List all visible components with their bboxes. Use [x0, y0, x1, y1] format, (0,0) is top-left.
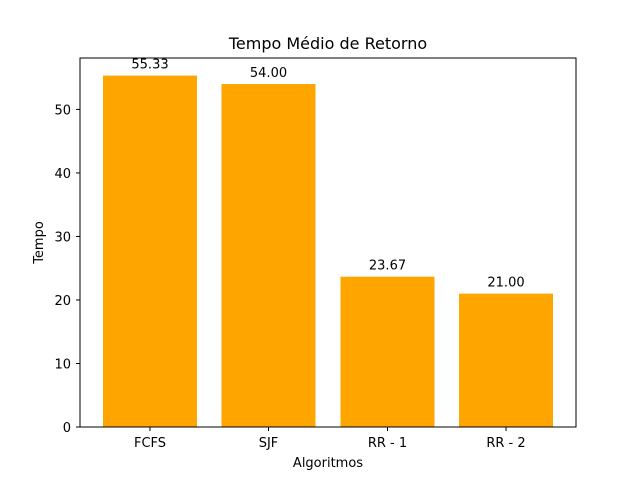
y-tick-label: 40 — [54, 167, 71, 182]
plot-frame — [79, 57, 577, 428]
y-tick-label: 0 — [63, 421, 71, 436]
chart-title: Tempo Médio de Retorno — [228, 34, 427, 53]
x-tick-label: SJF — [259, 436, 279, 451]
y-tick-label: 20 — [54, 294, 71, 309]
x-axis-label: Algoritmos — [293, 456, 363, 471]
y-axis: 0 10 20 30 40 50 — [54, 103, 80, 436]
x-tick-label: FCFS — [134, 436, 166, 451]
data-label: 23.67 — [369, 259, 406, 274]
bar-rr-2 — [459, 293, 553, 427]
data-label: 55.33 — [131, 58, 168, 73]
bar-sjf — [221, 84, 316, 428]
bars-group: 55.33 54.00 23.67 21.00 — [103, 58, 553, 428]
data-label: 21.00 — [487, 276, 524, 291]
y-tick-label: 50 — [54, 103, 71, 118]
data-label: 54.00 — [250, 66, 287, 81]
x-axis: FCFS SJF RR - 1 RR - 2 — [134, 427, 526, 451]
y-tick-label: 10 — [54, 357, 71, 372]
x-tick-label: RR - 1 — [368, 436, 407, 451]
bar-fcfs — [103, 75, 197, 428]
x-tick-label: RR - 2 — [486, 436, 525, 451]
y-axis-label: Tempo — [32, 221, 47, 265]
y-tick-label: 30 — [54, 230, 71, 245]
bar-rr-1 — [340, 276, 435, 427]
